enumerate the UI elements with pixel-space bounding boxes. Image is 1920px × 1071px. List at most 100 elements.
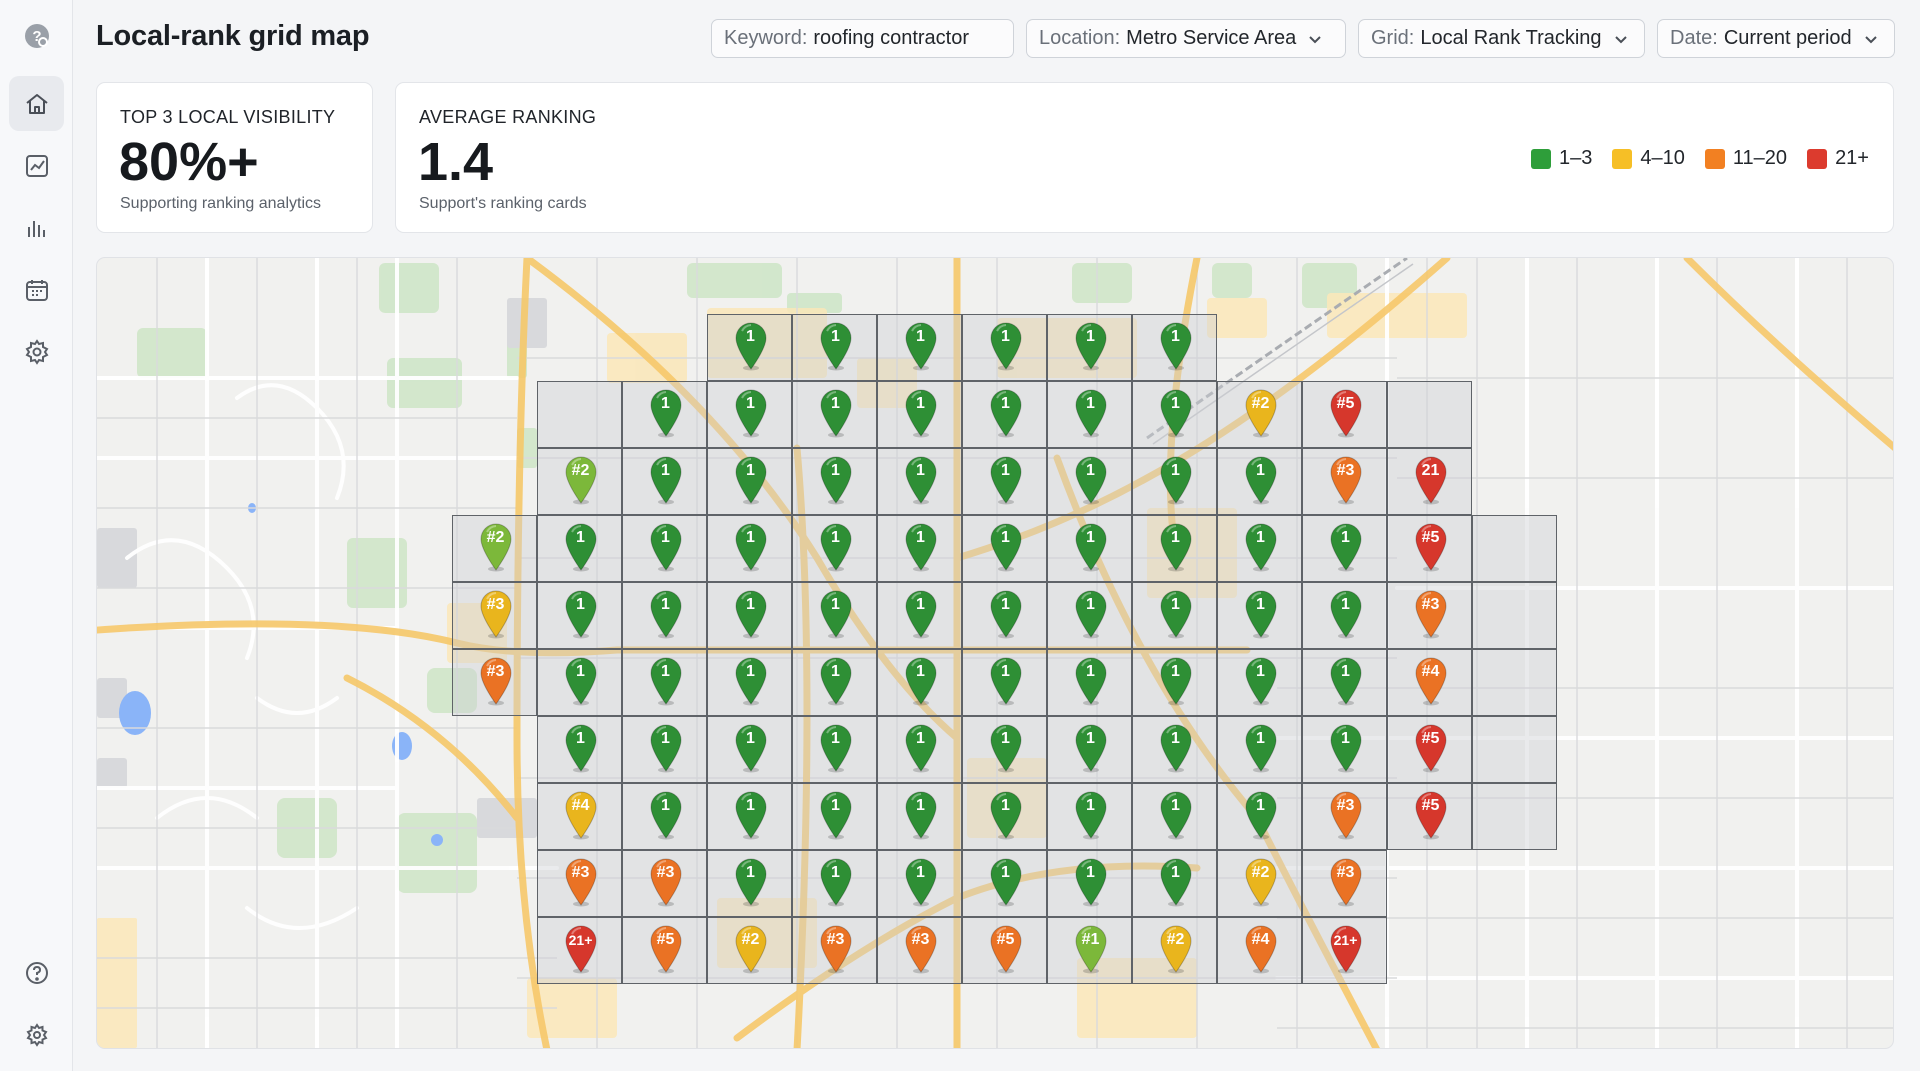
grid-cell[interactable] <box>537 381 622 448</box>
rank-pin[interactable]: 1 <box>1073 522 1109 572</box>
rank-pin[interactable]: #3 <box>563 857 599 907</box>
rank-pin[interactable]: 1 <box>903 857 939 907</box>
rank-pin[interactable]: 1 <box>563 522 599 572</box>
rank-pin[interactable]: 1 <box>818 857 854 907</box>
rank-pin[interactable]: #3 <box>478 589 514 639</box>
rank-pin[interactable]: 1 <box>988 589 1024 639</box>
grid-cell[interactable] <box>1387 381 1472 448</box>
rank-pin[interactable]: 1 <box>1158 723 1194 773</box>
rank-pin[interactable]: 1 <box>903 321 939 371</box>
rank-pin[interactable]: 1 <box>903 589 939 639</box>
rank-pin[interactable]: 1 <box>818 790 854 840</box>
rank-pin[interactable]: 1 <box>733 455 769 505</box>
rank-pin[interactable]: 1 <box>563 723 599 773</box>
home-icon[interactable] <box>9 76 64 131</box>
rank-pin[interactable]: #2 <box>1243 388 1279 438</box>
settings-icon[interactable] <box>9 324 64 379</box>
grid-cell[interactable] <box>1472 582 1557 649</box>
rank-pin[interactable]: 1 <box>903 388 939 438</box>
rank-pin[interactable]: 1 <box>1073 589 1109 639</box>
rank-pin[interactable]: 1 <box>648 723 684 773</box>
rank-pin[interactable]: #5 <box>648 924 684 974</box>
rank-pin[interactable]: 1 <box>733 522 769 572</box>
rank-pin[interactable]: 1 <box>1158 522 1194 572</box>
rank-pin[interactable]: 1 <box>733 790 769 840</box>
rank-pin[interactable]: 1 <box>648 656 684 706</box>
rank-pin[interactable]: 1 <box>648 455 684 505</box>
rank-pin[interactable]: #3 <box>818 924 854 974</box>
rank-pin[interactable]: 1 <box>1158 656 1194 706</box>
rank-pin[interactable]: 1 <box>1243 455 1279 505</box>
rank-pin[interactable]: 1 <box>988 790 1024 840</box>
rank-pin[interactable]: 1 <box>733 656 769 706</box>
rank-pin[interactable]: 1 <box>903 656 939 706</box>
rank-pin[interactable]: 1 <box>988 321 1024 371</box>
rank-pin[interactable]: 1 <box>1073 723 1109 773</box>
rank-pin[interactable]: 21+ <box>563 924 599 974</box>
rank-pin[interactable]: 1 <box>563 656 599 706</box>
rank-pin[interactable]: 1 <box>1243 522 1279 572</box>
keyword-filter[interactable]: Keyword: roofing contractor <box>711 19 1014 58</box>
rank-pin[interactable]: #3 <box>648 857 684 907</box>
rank-pin[interactable]: 1 <box>1073 857 1109 907</box>
rank-pin[interactable]: #5 <box>1328 388 1364 438</box>
rank-pin[interactable]: 1 <box>1158 321 1194 371</box>
rank-pin[interactable]: #3 <box>478 656 514 706</box>
grid-cell[interactable] <box>1472 515 1557 582</box>
rank-pin[interactable]: 1 <box>903 522 939 572</box>
rank-pin[interactable]: 1 <box>903 723 939 773</box>
rank-pin[interactable]: #3 <box>1328 790 1364 840</box>
rank-grid-map[interactable]: 1 1 1 1 1 1 1 1 1 1 1 1 1 #2 #5 #2 1 1 1 1 1 1 1 1 #3 21 #2 1 1 1 1 1 1 1… <box>96 257 1894 1049</box>
rank-pin[interactable]: #2 <box>733 924 769 974</box>
grid-cell[interactable] <box>1472 783 1557 850</box>
rank-pin[interactable]: #4 <box>563 790 599 840</box>
rank-pin[interactable]: #2 <box>478 522 514 572</box>
rank-pin[interactable]: #2 <box>1243 857 1279 907</box>
rank-pin[interactable]: 1 <box>733 388 769 438</box>
rank-pin[interactable]: #5 <box>1413 790 1449 840</box>
rank-pin[interactable]: #5 <box>1413 723 1449 773</box>
bar-chart-icon[interactable] <box>9 200 64 255</box>
rank-pin[interactable]: 1 <box>818 455 854 505</box>
rank-pin[interactable]: #4 <box>1243 924 1279 974</box>
rank-pin[interactable]: 1 <box>988 455 1024 505</box>
rank-pin[interactable]: 1 <box>1328 589 1364 639</box>
rank-pin[interactable]: 1 <box>1243 589 1279 639</box>
line-chart-icon[interactable] <box>9 138 64 193</box>
rank-pin[interactable]: 1 <box>1243 723 1279 773</box>
rank-pin[interactable]: 1 <box>818 522 854 572</box>
rank-pin[interactable]: 1 <box>648 589 684 639</box>
grid-filter[interactable]: Grid: Local Rank Tracking <box>1358 19 1645 58</box>
rank-pin[interactable]: 1 <box>903 455 939 505</box>
rank-pin[interactable]: 1 <box>1073 455 1109 505</box>
rank-pin[interactable]: 1 <box>1158 857 1194 907</box>
date-filter[interactable]: Date: Current period <box>1657 19 1895 58</box>
rank-pin[interactable]: 1 <box>818 723 854 773</box>
rank-pin[interactable]: 1 <box>1328 723 1364 773</box>
rank-pin[interactable]: 1 <box>1073 321 1109 371</box>
rank-pin[interactable]: 1 <box>818 388 854 438</box>
location-filter[interactable]: Location: Metro Service Area <box>1026 19 1346 58</box>
rank-pin[interactable]: #3 <box>1328 857 1364 907</box>
rank-pin[interactable]: #3 <box>1328 455 1364 505</box>
rank-pin[interactable]: 1 <box>648 522 684 572</box>
rank-pin[interactable]: 1 <box>903 790 939 840</box>
rank-pin[interactable]: #3 <box>903 924 939 974</box>
rank-pin[interactable]: #3 <box>1413 589 1449 639</box>
rank-pin[interactable]: 1 <box>818 656 854 706</box>
rank-pin[interactable]: #5 <box>1413 522 1449 572</box>
rank-pin[interactable]: 1 <box>988 388 1024 438</box>
rank-pin[interactable]: 1 <box>733 857 769 907</box>
rank-pin[interactable]: 1 <box>1158 455 1194 505</box>
rank-pin[interactable]: 1 <box>563 589 599 639</box>
rank-pin[interactable]: 1 <box>1243 656 1279 706</box>
rank-pin[interactable]: 1 <box>818 589 854 639</box>
rank-pin[interactable]: 1 <box>1073 388 1109 438</box>
rank-pin[interactable]: #5 <box>988 924 1024 974</box>
rank-pin[interactable]: 1 <box>1158 790 1194 840</box>
rank-pin[interactable]: 21+ <box>1328 924 1364 974</box>
rank-pin[interactable]: 1 <box>1158 589 1194 639</box>
rank-pin[interactable]: #4 <box>1413 656 1449 706</box>
rank-pin[interactable]: 1 <box>988 857 1024 907</box>
rank-pin[interactable]: #2 <box>563 455 599 505</box>
